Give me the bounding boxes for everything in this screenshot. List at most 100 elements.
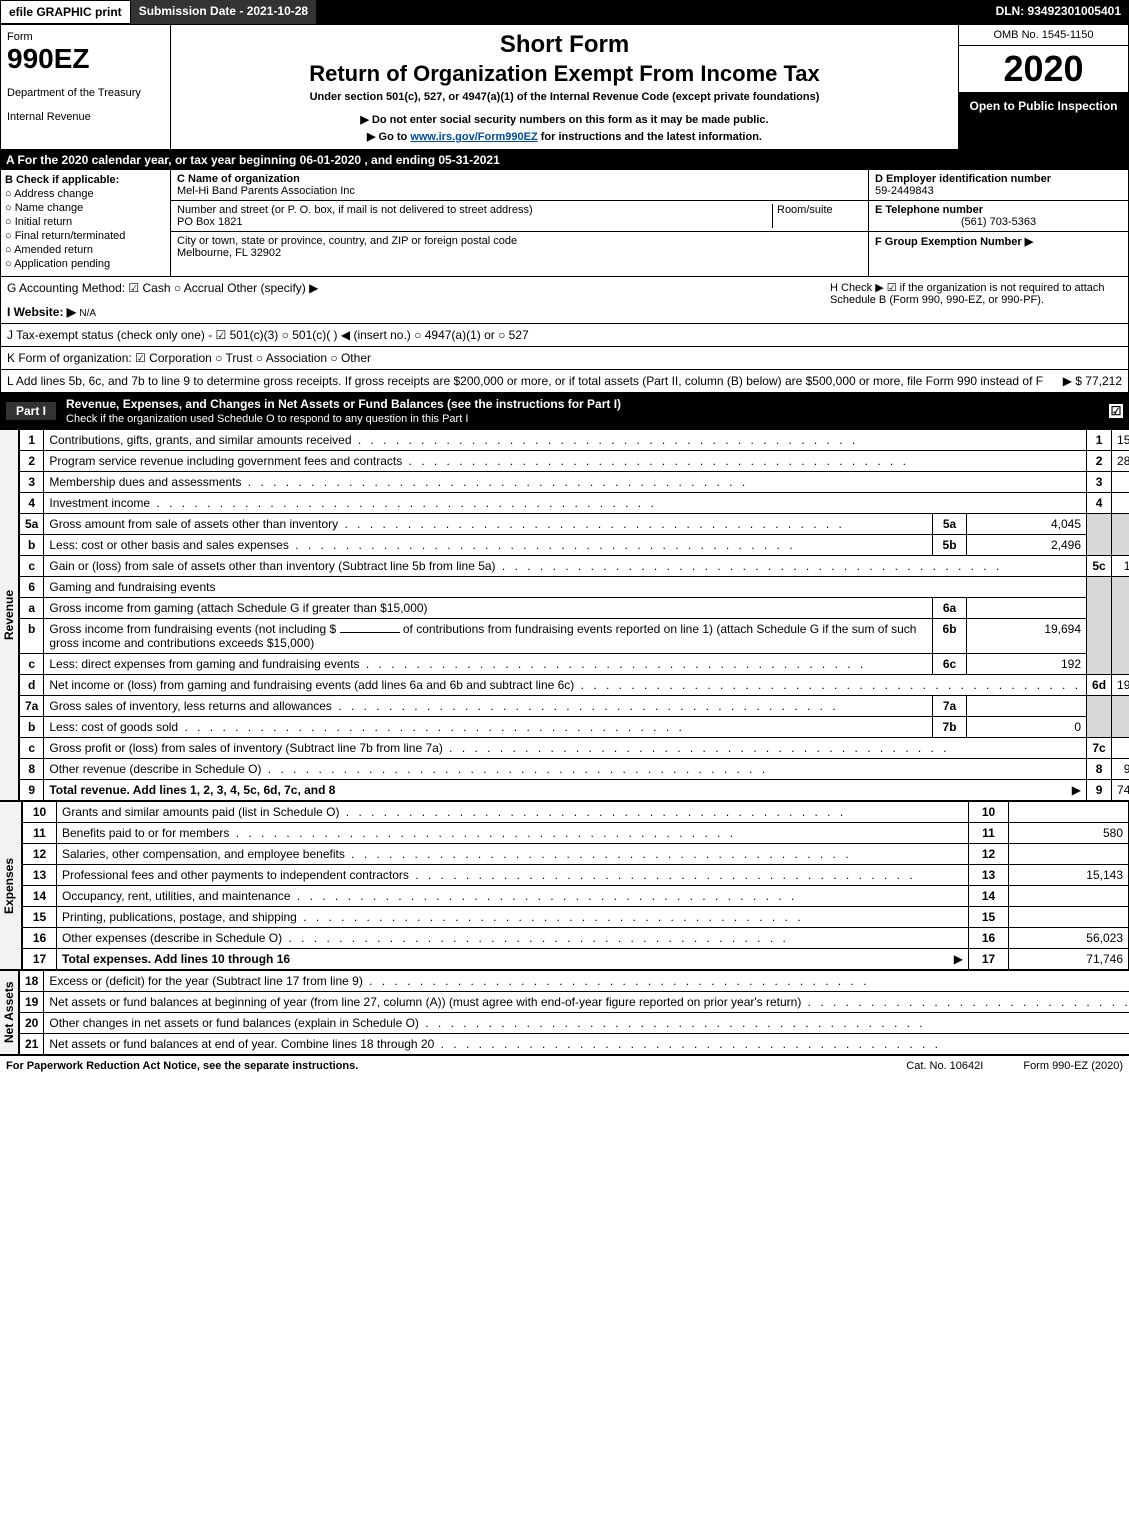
col-def: D Employer identification number 59-2449…	[868, 170, 1128, 276]
l6c-sv: 192	[967, 654, 1087, 675]
line-6c: cLess: direct expenses from gaming and f…	[20, 654, 1129, 675]
l6d-desc: Net income or (loss) from gaming and fun…	[44, 675, 1087, 696]
l6b-sl: 6b	[933, 619, 967, 654]
l6b-sv: 19,694	[967, 619, 1087, 654]
line-16: 16Other expenses (describe in Schedule O…	[23, 928, 1129, 949]
l4-v: 0	[1112, 493, 1129, 514]
line-19: 19Net assets or fund balances at beginni…	[20, 992, 1129, 1013]
l4-r: 4	[1087, 493, 1112, 514]
l10-no: 10	[23, 802, 57, 823]
l21-desc: Net assets or fund balances at end of ye…	[44, 1034, 1129, 1055]
l9-desc-wrap: Total revenue. Add lines 1, 2, 3, 4, 5c,…	[44, 780, 1087, 801]
l2-desc: Program service revenue including govern…	[44, 451, 1087, 472]
tax-year: 2020	[959, 46, 1128, 93]
l2-v: 28,718	[1112, 451, 1129, 472]
l8-no: 8	[20, 759, 44, 780]
l15-no: 15	[23, 907, 57, 928]
irs-link[interactable]: www.irs.gov/Form990EZ	[410, 131, 537, 143]
l16-v: 56,023	[1009, 928, 1129, 949]
l19-no: 19	[20, 992, 44, 1013]
revenue-table: 1Contributions, gifts, grants, and simil…	[19, 429, 1129, 801]
form-word: Form	[7, 31, 164, 43]
line-7a: 7aGross sales of inventory, less returns…	[20, 696, 1129, 717]
l18-no: 18	[20, 971, 44, 992]
section-ghi: G Accounting Method: ☑ Cash ○ Accrual Ot…	[0, 277, 1129, 324]
l5a-no: 5a	[20, 514, 44, 535]
l3-desc: Membership dues and assessments	[44, 472, 1087, 493]
l5b-no: b	[20, 535, 44, 556]
form-subtitle: Under section 501(c), 527, or 4947(a)(1)…	[181, 91, 948, 103]
l4-no: 4	[20, 493, 44, 514]
footer-catno: Cat. No. 10642I	[906, 1060, 983, 1072]
l7c-desc: Gross profit or (loss) from sales of inv…	[44, 738, 1087, 759]
l5c-no: c	[20, 556, 44, 577]
l11-desc: Benefits paid to or for members	[57, 823, 969, 844]
chk-address-change[interactable]: Address change	[5, 188, 166, 200]
col-b: B Check if applicable: Address change Na…	[1, 170, 171, 276]
form-header: Form 990EZ Department of the Treasury In…	[0, 24, 1129, 150]
l6-shade-v	[1112, 577, 1129, 675]
l1-desc: Contributions, gifts, grants, and simila…	[44, 430, 1087, 451]
l7ab-shade-v	[1112, 696, 1129, 738]
part-1-title-text: Revenue, Expenses, and Changes in Net As…	[66, 397, 621, 411]
l10-r: 10	[969, 802, 1009, 823]
col-b-header: B Check if applicable:	[5, 174, 166, 186]
l12-r: 12	[969, 844, 1009, 865]
l5c-r: 5c	[1087, 556, 1112, 577]
l8-desc: Other revenue (describe in Schedule O)	[44, 759, 1087, 780]
g-accounting-method: G Accounting Method: ☑ Cash ○ Accrual Ot…	[7, 281, 822, 295]
l17-no: 17	[23, 949, 57, 970]
l20-desc: Other changes in net assets or fund bala…	[44, 1013, 1129, 1034]
l2-no: 2	[20, 451, 44, 472]
form-title-1: Short Form	[181, 31, 948, 59]
chk-final-return[interactable]: Final return/terminated	[5, 230, 166, 242]
form-title-2: Return of Organization Exempt From Incom…	[181, 61, 948, 87]
line-2: 2Program service revenue including gover…	[20, 451, 1129, 472]
part-1-subtitle: Check if the organization used Schedule …	[66, 413, 468, 425]
section-bcdef: B Check if applicable: Address change Na…	[0, 170, 1129, 277]
l12-v	[1009, 844, 1129, 865]
header-left: Form 990EZ Department of the Treasury In…	[1, 25, 171, 149]
line-6a: aGross income from gaming (attach Schedu…	[20, 598, 1129, 619]
chk-initial-return[interactable]: Initial return	[5, 216, 166, 228]
chk-amended-return[interactable]: Amended return	[5, 244, 166, 256]
l7a-sv	[967, 696, 1087, 717]
l7a-no: 7a	[20, 696, 44, 717]
d-value: 59-2449843	[875, 185, 1122, 197]
l9-v: 74,524	[1112, 780, 1129, 801]
line-8: 8Other revenue (describe in Schedule O)8…	[20, 759, 1129, 780]
l11-v: 580	[1009, 823, 1129, 844]
c-name-label: C Name of organization	[177, 173, 355, 185]
l14-no: 14	[23, 886, 57, 907]
row-d: D Employer identification number 59-2449…	[869, 170, 1128, 201]
l9-r: 9	[1087, 780, 1112, 801]
chk-name-change[interactable]: Name change	[5, 202, 166, 214]
row-f: F Group Exemption Number ▶	[869, 232, 1128, 251]
l8-r: 8	[1087, 759, 1112, 780]
l20-no: 20	[20, 1013, 44, 1034]
e-value: (561) 703-5363	[875, 216, 1122, 228]
l6b-blank	[340, 632, 400, 633]
net-assets-table: 18Excess or (deficit) for the year (Subt…	[19, 970, 1129, 1055]
l1-v: 15,713	[1112, 430, 1129, 451]
l11-r: 11	[969, 823, 1009, 844]
l9-desc: Total revenue. Add lines 1, 2, 3, 4, 5c,…	[49, 783, 335, 797]
city-label: City or town, state or province, country…	[177, 235, 517, 247]
l16-r: 16	[969, 928, 1009, 949]
l8-v: 9,042	[1112, 759, 1129, 780]
part-1-checkbox[interactable]: ☑	[1109, 404, 1123, 418]
expenses-table: 10Grants and similar amounts paid (list …	[22, 801, 1129, 970]
l3-v: 0	[1112, 472, 1129, 493]
line-6: 6Gaming and fundraising events	[20, 577, 1129, 598]
l5a-desc: Gross amount from sale of assets other t…	[44, 514, 933, 535]
instructions-link-row: ▶ Go to www.irs.gov/Form990EZ for instru…	[181, 130, 948, 143]
chk-application-pending[interactable]: Application pending	[5, 258, 166, 270]
f-label: F Group Exemption Number ▶	[875, 235, 1122, 248]
top-bar: efile GRAPHIC print Submission Date - 20…	[0, 0, 1129, 24]
l10-v	[1009, 802, 1129, 823]
part-1-header: Part I Revenue, Expenses, and Changes in…	[0, 393, 1129, 429]
l1-no: 1	[20, 430, 44, 451]
l6-no: 6	[20, 577, 44, 598]
l5a-sv: 4,045	[967, 514, 1087, 535]
part-1-title: Revenue, Expenses, and Changes in Net As…	[66, 397, 1103, 425]
